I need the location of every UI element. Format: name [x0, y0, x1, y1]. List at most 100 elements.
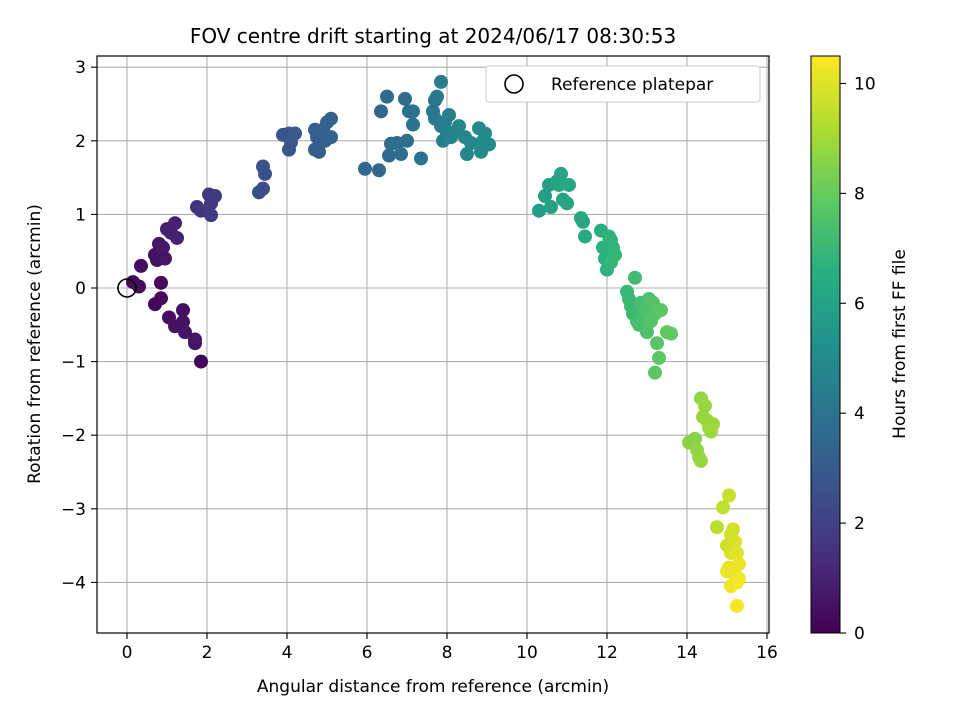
x-axis-label: Angular distance from reference (arcmin) [257, 677, 609, 697]
colorbar-tick-label: 0 [854, 624, 865, 644]
data-point [654, 303, 668, 318]
data-point [308, 122, 322, 137]
data-point [698, 398, 712, 413]
data-point [648, 365, 662, 380]
data-point [562, 177, 576, 192]
data-point [372, 163, 386, 178]
data-point [168, 216, 182, 231]
y-axis-label: Rotation from reference (arcmin) [25, 204, 45, 484]
x-tick-label: 12 [596, 643, 618, 663]
data-point [732, 557, 746, 571]
x-tick-label: 14 [676, 643, 698, 663]
data-point [382, 148, 396, 163]
x-tick-label: 16 [756, 643, 778, 663]
colorbar-label: Hours from first FF file [890, 249, 910, 439]
x-tick-label: 6 [362, 643, 373, 663]
data-point [532, 203, 546, 218]
data-point [156, 240, 170, 255]
data-point [188, 336, 202, 351]
x-axis-ticks: 0 2 4 6 8 10 12 14 16 [122, 633, 778, 663]
colorbar-tick-label: 8 [854, 184, 865, 204]
x-tick-label: 4 [282, 643, 293, 663]
x-tick-label: 0 [122, 643, 133, 663]
data-point [204, 208, 218, 223]
data-point [608, 247, 622, 262]
data-point [628, 270, 642, 285]
data-point [256, 159, 270, 174]
colorbar [810, 55, 841, 634]
data-point [664, 326, 678, 341]
data-point [170, 230, 184, 245]
colorbar-tick-label: 2 [854, 514, 865, 534]
data-point [324, 111, 338, 126]
y-axis-ticks: −4 −3 −2 −1 0 1 2 3 [61, 58, 97, 593]
data-point [552, 177, 566, 192]
data-point [478, 126, 492, 141]
data-point [578, 229, 592, 244]
data-point [148, 297, 162, 312]
legend-open-circle-icon [504, 74, 524, 94]
data-point [430, 89, 444, 104]
y-tick-label: 2 [75, 132, 86, 152]
data-point [324, 130, 338, 145]
data-point [720, 564, 734, 579]
data-point [460, 147, 474, 162]
data-point [726, 522, 740, 537]
colorbar-tick-label: 4 [854, 404, 865, 424]
data-point [640, 325, 654, 340]
data-point [728, 534, 742, 549]
data-point [464, 136, 478, 151]
data-point [452, 119, 466, 134]
data-point [716, 500, 730, 515]
data-point [652, 350, 666, 365]
data-point [282, 142, 296, 157]
data-point [178, 325, 192, 340]
legend: Reference platepar [485, 65, 761, 103]
data-point [560, 196, 574, 211]
data-point [176, 303, 190, 318]
reference-platepar-marker [117, 278, 137, 298]
data-point [358, 161, 372, 176]
data-point [208, 189, 222, 203]
data-point [394, 147, 408, 162]
data-point [538, 189, 552, 203]
data-point [398, 91, 412, 106]
chart-title: FOV centre drift starting at 2024/06/17 … [190, 24, 676, 48]
colorbar-tick-label: 6 [854, 294, 865, 314]
data-point [434, 74, 448, 89]
data-point [576, 214, 590, 229]
y-tick-label: −1 [61, 353, 86, 373]
data-point [158, 251, 172, 266]
data-point [482, 137, 496, 152]
data-point [194, 354, 208, 369]
data-point [414, 151, 428, 166]
data-point [406, 104, 420, 119]
data-point [722, 488, 736, 503]
y-tick-label: −3 [61, 500, 86, 520]
data-point [288, 126, 302, 141]
data-point [732, 571, 746, 586]
data-point [374, 104, 388, 119]
y-tick-label: 0 [75, 279, 86, 299]
data-point [154, 275, 168, 290]
data-point [312, 144, 326, 159]
y-tick-label: −2 [61, 426, 86, 446]
x-tick-label: 8 [442, 643, 453, 663]
data-point [710, 520, 724, 535]
plot-frame [96, 55, 770, 634]
data-point [544, 200, 558, 215]
data-point [400, 133, 414, 148]
colorbar-ticks: 0 2 4 6 8 10 [840, 74, 876, 644]
y-tick-label: −4 [61, 573, 86, 593]
y-tick-label: 3 [75, 58, 86, 78]
data-points [126, 74, 746, 613]
data-point [134, 258, 148, 273]
x-tick-label: 2 [202, 643, 213, 663]
y-tick-label: 1 [75, 205, 86, 225]
data-point [688, 431, 702, 446]
legend-label: Reference platepar [551, 75, 713, 95]
data-point [730, 598, 744, 613]
data-point [406, 117, 420, 132]
